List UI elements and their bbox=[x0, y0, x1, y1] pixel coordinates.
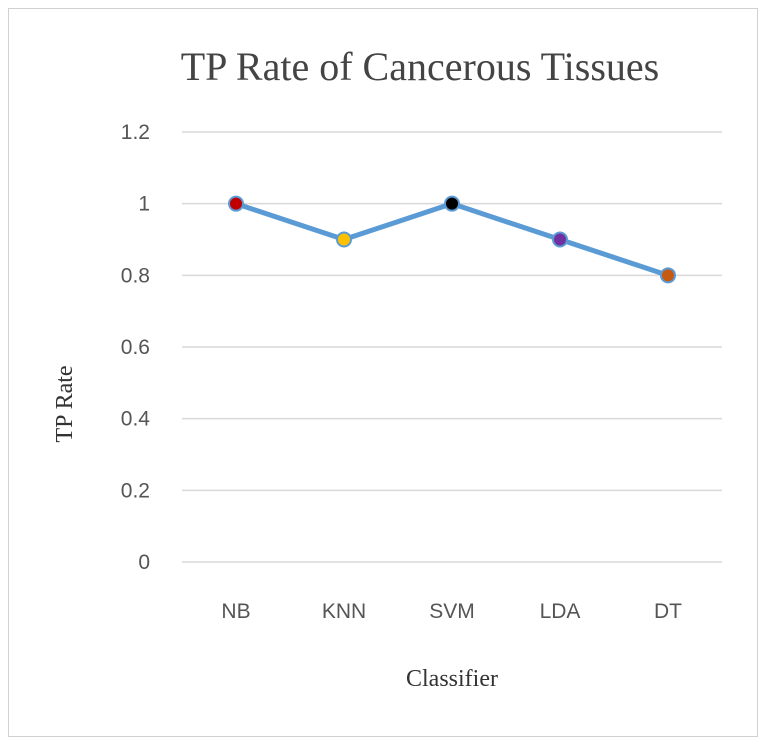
y-tick-label-4: 0.8 bbox=[121, 264, 150, 287]
chart-title: TP Rate of Cancerous Tissues bbox=[181, 44, 660, 89]
x-axis-label: Classifier bbox=[406, 666, 498, 692]
y-tick-labels: 0 0.2 0.4 0.6 0.8 1 1.2 bbox=[121, 121, 151, 574]
chart-frame bbox=[8, 8, 758, 737]
y-tick-label-1: 0.2 bbox=[121, 479, 150, 502]
data-point-lda bbox=[552, 231, 568, 248]
y-axis-label: TP Rate bbox=[52, 365, 78, 442]
data-point-knn bbox=[336, 231, 352, 248]
series-layer bbox=[228, 195, 676, 284]
data-point-dt bbox=[660, 267, 676, 284]
y-tick-label-3: 0.6 bbox=[121, 336, 150, 359]
x-tick-label-nb: NB bbox=[221, 600, 250, 623]
y-tick-label-0: 0 bbox=[138, 551, 150, 574]
data-point-svm bbox=[444, 195, 460, 212]
x-tick-labels: NB KNN SVM LDA DT bbox=[221, 600, 682, 623]
y-tick-label-2: 0.4 bbox=[121, 408, 151, 431]
x-tick-label-svm: SVM bbox=[429, 600, 475, 623]
series-line-0 bbox=[233, 201, 671, 278]
data-point-nb bbox=[228, 195, 244, 212]
y-tick-label-5: 1 bbox=[138, 193, 150, 216]
x-tick-label-dt: DT bbox=[654, 600, 682, 623]
x-tick-label-knn: KNN bbox=[322, 600, 366, 623]
y-tick-label-6: 1.2 bbox=[121, 121, 150, 144]
x-tick-label-lda: LDA bbox=[540, 600, 581, 623]
